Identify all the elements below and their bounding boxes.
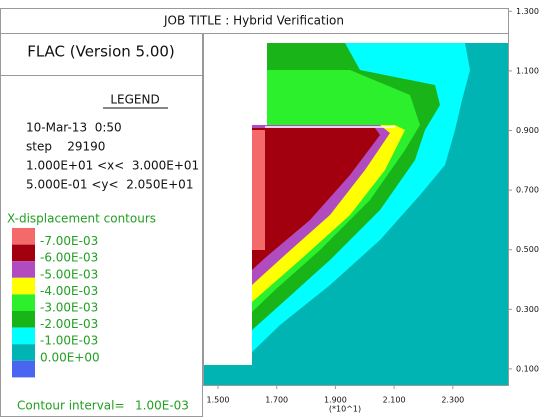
region (252, 130, 265, 250)
legend-swatch (12, 344, 35, 361)
region (203, 365, 253, 385)
date: 10-Mar-13 0:50 (26, 121, 122, 135)
legend-swatch (12, 261, 35, 278)
legend-swatch (12, 277, 35, 295)
y-range: 5.000E-01 <y< 2.050E+01 (26, 178, 193, 192)
x-axis-label: (*10^1) (329, 405, 361, 414)
legend-label: 0.00E+00 (40, 350, 100, 364)
y-tick-label: 0.100 (516, 364, 539, 373)
x-tick-label: 1.700 (265, 396, 288, 405)
contour-title: X-displacement contours (7, 212, 156, 226)
x-tick-label: 1.900 (324, 396, 347, 405)
y-tick-label: 0.500 (516, 245, 539, 254)
legend-swatch (12, 294, 35, 311)
step: step 29190 (26, 140, 105, 154)
interval-value: 1.00E-03 (135, 399, 189, 413)
legend-label: -5.00E-03 (40, 267, 98, 281)
legend-swatch (12, 327, 35, 345)
y-tick-label: 1.300 (516, 7, 539, 16)
y-tick-label: 1.100 (516, 66, 539, 75)
legend-title: LEGEND (110, 93, 159, 107)
legend-swatch (12, 244, 35, 262)
x-tick-label: 2.300 (441, 396, 464, 405)
legend-label: -7.00E-03 (40, 234, 98, 248)
legend-label: -6.00E-03 (40, 251, 98, 265)
legend-label: -1.00E-03 (40, 334, 98, 348)
legend-swatch (12, 360, 35, 378)
legend-swatch (12, 228, 35, 245)
legend-label: -4.00E-03 (40, 284, 98, 298)
legend-label: -2.00E-03 (40, 317, 98, 331)
y-tick-label: 0.900 (516, 126, 539, 135)
legend-label: -3.00E-03 (40, 301, 98, 315)
y-tick-label: 0.700 (516, 186, 539, 195)
chart-title: JOB TITLE : Hybrid Verification (163, 14, 344, 28)
x-tick-label: 1.500 (207, 396, 230, 405)
legend-swatch (12, 311, 35, 328)
interval-text: Contour interval= (17, 399, 125, 413)
program-name: FLAC (Version 5.00) (27, 43, 175, 61)
y-tick-label: 0.300 (516, 305, 539, 314)
plot-area (203, 43, 508, 385)
region (252, 128, 380, 270)
x-range: 1.000E+01 <x< 3.000E+01 (26, 159, 199, 173)
x-tick-label: 2.100 (383, 396, 406, 405)
